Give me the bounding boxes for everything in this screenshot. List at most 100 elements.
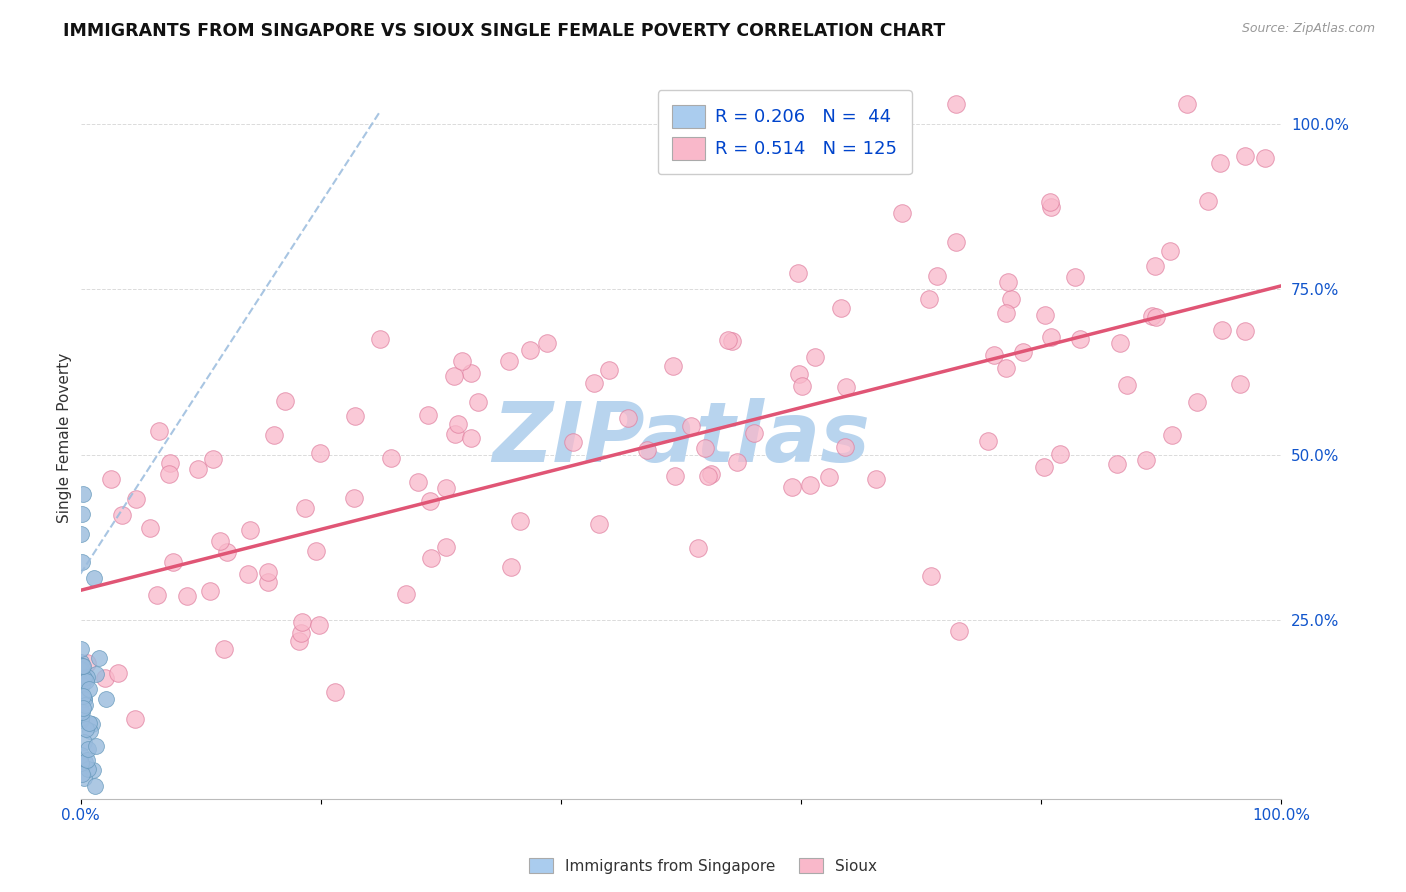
Point (198, 584, 221, 599)
Point (187, 462, 209, 476)
Point (239, 523, 262, 537)
Point (83, 571, 105, 585)
Point (434, 481, 457, 495)
Point (1198, 194, 1220, 208)
Point (70, 678, 93, 692)
Point (70, 662, 93, 676)
Point (1000, 292, 1022, 306)
Text: ZIPatlas: ZIPatlas (492, 398, 870, 479)
Point (73, 692, 96, 706)
Point (1233, 324, 1256, 338)
Point (76, 753, 98, 767)
Point (201, 451, 224, 466)
Point (1115, 378, 1137, 392)
Point (94, 671, 117, 685)
Point (73, 735, 96, 749)
Point (256, 575, 278, 590)
Point (236, 566, 259, 581)
Point (69, 714, 91, 728)
Point (717, 333, 740, 347)
Point (945, 235, 967, 250)
Point (920, 568, 942, 582)
Point (918, 292, 941, 306)
Point (792, 379, 814, 393)
Point (212, 642, 235, 657)
Point (1233, 149, 1256, 163)
Point (1140, 310, 1163, 324)
Point (309, 446, 332, 460)
Point (817, 470, 839, 484)
Point (1229, 376, 1251, 391)
Point (308, 617, 330, 632)
Point (582, 376, 605, 390)
Point (208, 533, 231, 548)
Point (148, 424, 170, 438)
Point (1254, 152, 1277, 166)
Point (1049, 447, 1071, 461)
Point (72, 487, 94, 501)
Point (215, 545, 238, 559)
Point (73, 756, 96, 770)
Point (1175, 96, 1198, 111)
Point (697, 469, 720, 483)
Point (124, 713, 146, 727)
Point (787, 266, 810, 280)
Point (948, 624, 970, 638)
Point (72, 767, 94, 781)
Point (72, 701, 94, 715)
Point (1185, 395, 1208, 409)
Point (699, 467, 721, 481)
Point (139, 521, 162, 535)
Point (291, 615, 314, 629)
Point (681, 419, 703, 434)
Point (1161, 428, 1184, 442)
Point (84, 667, 107, 681)
Point (598, 362, 620, 376)
Point (1040, 329, 1063, 343)
Point (418, 409, 440, 423)
Point (509, 514, 531, 528)
Point (1211, 323, 1233, 337)
Point (976, 434, 998, 448)
Text: IMMIGRANTS FROM SINGAPORE VS SIOUX SINGLE FEMALE POVERTY CORRELATION CHART: IMMIGRANTS FROM SINGAPORE VS SIOUX SINGL… (63, 22, 945, 40)
Point (70, 527, 93, 541)
Point (75, 722, 97, 736)
Point (294, 500, 316, 515)
Point (664, 468, 686, 483)
Point (146, 588, 169, 602)
Point (834, 441, 856, 455)
Point (443, 426, 465, 441)
Point (1135, 453, 1157, 467)
Point (77, 716, 100, 731)
Point (1039, 194, 1062, 209)
Point (70, 706, 93, 720)
Point (274, 394, 297, 409)
Point (443, 368, 465, 383)
Point (72, 659, 94, 673)
Point (725, 455, 748, 469)
Point (536, 336, 558, 351)
Point (434, 540, 457, 554)
Point (693, 441, 716, 455)
Point (69, 747, 91, 762)
Point (1064, 269, 1087, 284)
Point (787, 367, 810, 381)
Point (662, 359, 685, 374)
Point (70, 641, 93, 656)
Point (80, 717, 103, 731)
Point (925, 269, 948, 284)
Point (1039, 200, 1062, 214)
Point (395, 587, 418, 601)
Point (891, 205, 914, 219)
Point (76, 670, 98, 684)
Point (467, 395, 489, 409)
Point (686, 541, 709, 555)
Point (1105, 457, 1128, 471)
Point (75, 673, 97, 688)
Point (344, 409, 367, 423)
Point (157, 467, 180, 482)
Point (75, 698, 97, 712)
Point (87, 651, 110, 665)
Point (72, 658, 94, 673)
Point (162, 555, 184, 569)
